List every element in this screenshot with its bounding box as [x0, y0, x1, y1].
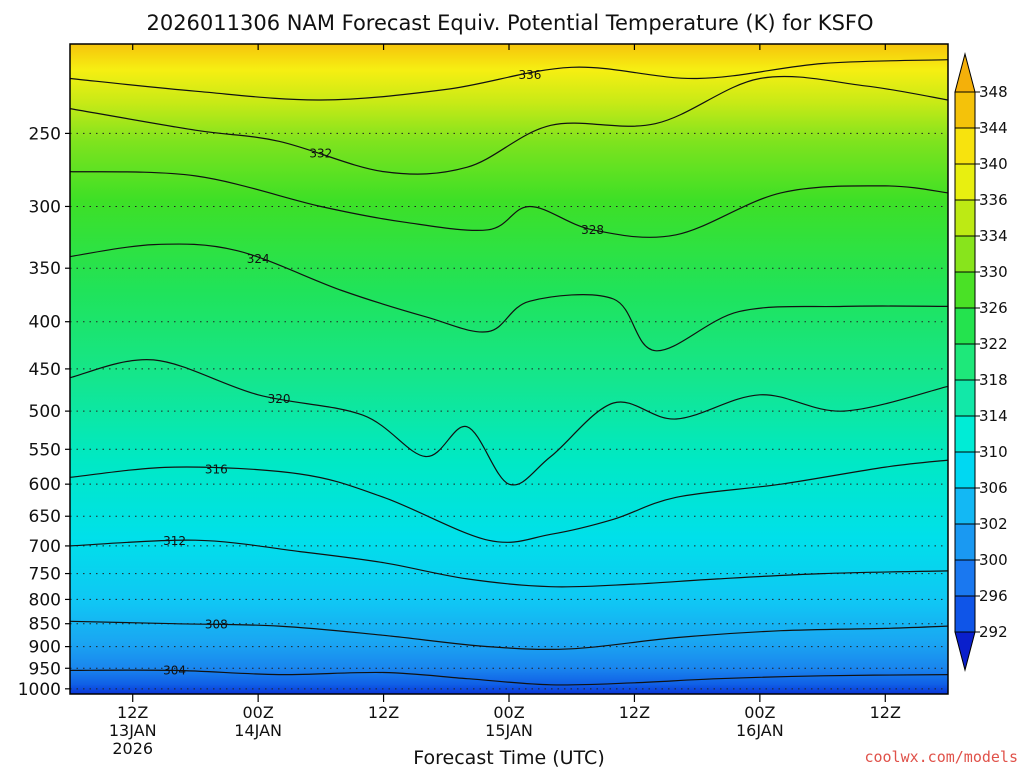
colorbar-top-arrow [954, 52, 976, 93]
colorbar-label-292: 292 [979, 623, 1008, 641]
isotherm-312 [69, 539, 949, 588]
colorbar-segment [954, 163, 976, 201]
y-tick-label-400: 400 [29, 313, 61, 333]
y-tick-label-300: 300 [29, 197, 61, 217]
y-tick-label-500: 500 [29, 402, 61, 422]
colorbar-segment [954, 487, 976, 525]
colorbar-segment [954, 199, 976, 237]
colorbar-segment [954, 379, 976, 417]
y-tick-label-550: 550 [29, 440, 61, 460]
colorbar-segment [954, 235, 976, 273]
x-tick-date: 13JAN [109, 721, 157, 740]
y-tick-label-750: 750 [29, 565, 61, 585]
x-tick-label: 00Z [493, 703, 524, 722]
isotherm-label-336: 336 [518, 68, 541, 82]
y-tick-label-950: 950 [29, 659, 61, 679]
x-tick-label: 12Z [368, 703, 399, 722]
colorbar-segment [954, 271, 976, 309]
isotherm-label-328: 328 [581, 223, 604, 237]
isotherm-label-332: 332 [309, 147, 332, 161]
x-tick-year: 2026 [112, 739, 153, 758]
isotherm-336 [69, 59, 949, 101]
theta-fill [70, 44, 948, 694]
y-tick-label-650: 650 [29, 507, 61, 527]
isotherm-328 [69, 171, 949, 238]
isotherm-308 [69, 620, 949, 651]
isotherm-320 [69, 359, 949, 486]
x-tick-label: 12Z [117, 703, 148, 722]
colorbar-label-326: 326 [979, 299, 1008, 317]
isotherm-label-320: 320 [268, 392, 291, 406]
colorbar-label-330: 330 [979, 263, 1008, 281]
colorbar-label-344: 344 [979, 119, 1008, 137]
colorbar-segment [954, 523, 976, 561]
colorbar-label-334: 334 [979, 227, 1008, 245]
isotherm-304 [69, 669, 949, 686]
y-tick-label-800: 800 [29, 590, 61, 610]
isotherm-316 [69, 459, 949, 543]
colorbar-label-322: 322 [979, 335, 1008, 353]
colorbar-label-348: 348 [979, 83, 1008, 101]
y-tick-label-700: 700 [29, 537, 61, 557]
isotherm-324 [69, 243, 949, 352]
chart-title: 2026011306 NAM Forecast Equiv. Potential… [146, 11, 873, 35]
isotherm-label-316: 316 [205, 462, 228, 476]
colorbar-label-314: 314 [979, 407, 1008, 425]
y-tick-label-600: 600 [29, 475, 61, 495]
colorbar-segment [954, 451, 976, 489]
colorbar-segment [954, 307, 976, 345]
x-tick-date: 15JAN [485, 721, 533, 740]
colorbar-segment [954, 343, 976, 381]
colorbar-segment [954, 559, 976, 597]
colorbar-label-310: 310 [979, 443, 1008, 461]
colorbar-label-302: 302 [979, 515, 1008, 533]
colorbar-label-306: 306 [979, 479, 1008, 497]
x-tick-date: 14JAN [234, 721, 282, 740]
y-tick-label-900: 900 [29, 638, 61, 658]
y-tick-label-250: 250 [29, 124, 61, 144]
colorbar: 348 344 340 336 334 330 326 322 318 314 310 306 302 3… [954, 52, 1008, 672]
isotherm-label-312: 312 [163, 534, 186, 548]
y-tick-label-1000: 1000 [18, 680, 61, 700]
colorbar-segment [954, 415, 976, 453]
colorbar-label-296: 296 [979, 587, 1008, 605]
plot-area: 336 332 328 324 320 316 312 308 304 [69, 43, 949, 695]
y-tick-label-450: 450 [29, 360, 61, 380]
colorbar-label-336: 336 [979, 191, 1008, 209]
x-tick-label: 00Z [744, 703, 775, 722]
colorbar-segment [954, 127, 976, 165]
x-tick-label: 00Z [242, 703, 273, 722]
colorbar-bottom-arrow [954, 631, 976, 672]
y-tick-label-350: 350 [29, 259, 61, 279]
x-tick-label: 12Z [619, 703, 650, 722]
y-tick-label-850: 850 [29, 615, 61, 635]
x-axis-title: Forecast Time (UTC) [413, 747, 604, 768]
isotherm-label-308: 308 [205, 618, 228, 632]
y-axis: 250 300 350 400 450 500 550 600 650 700 750 800 850 9… [18, 124, 70, 700]
x-tick-label: 12Z [870, 703, 901, 722]
colorbar-segment [954, 595, 976, 633]
isotherm-332 [69, 75, 949, 175]
colorbar-label-340: 340 [979, 155, 1008, 173]
isotherm-label-304: 304 [163, 663, 186, 677]
isotherm-label-324: 324 [247, 252, 270, 266]
colorbar-segment [954, 91, 976, 129]
colorbar-label-300: 300 [979, 551, 1008, 569]
x-tick-date: 16JAN [736, 721, 784, 740]
colorbar-label-318: 318 [979, 371, 1008, 389]
credit-text: coolwx.com/models [864, 748, 1018, 766]
